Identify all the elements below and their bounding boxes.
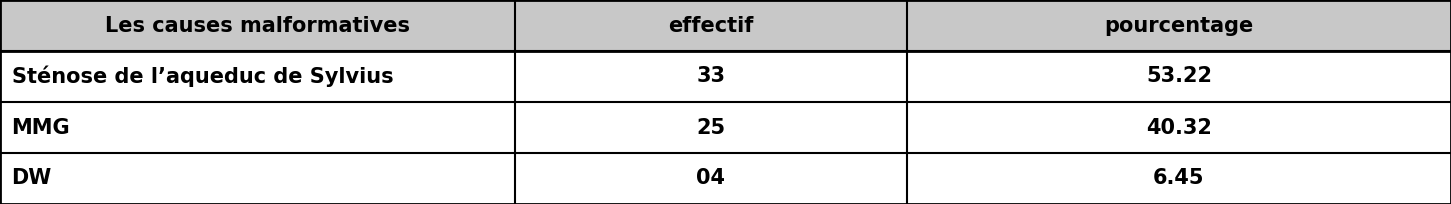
Text: 40.32: 40.32 — [1146, 118, 1212, 137]
Text: pourcentage: pourcentage — [1104, 16, 1254, 35]
Text: Sténose de l’aqueduc de Sylvius: Sténose de l’aqueduc de Sylvius — [12, 66, 393, 87]
Text: effectif: effectif — [669, 16, 753, 35]
Bar — [515, 153, 907, 204]
Bar — [0, 51, 515, 102]
Bar — [907, 51, 1451, 102]
Bar — [907, 102, 1451, 153]
Text: DW: DW — [12, 169, 52, 188]
Text: 6.45: 6.45 — [1154, 169, 1204, 188]
Text: 53.22: 53.22 — [1146, 67, 1212, 86]
Text: 25: 25 — [696, 118, 726, 137]
Text: Les causes malformatives: Les causes malformatives — [104, 16, 411, 35]
Bar — [0, 0, 515, 51]
Bar — [0, 153, 515, 204]
Bar — [0, 102, 515, 153]
Text: 33: 33 — [696, 67, 726, 86]
Bar — [907, 0, 1451, 51]
Text: 04: 04 — [696, 169, 726, 188]
Text: MMG: MMG — [12, 118, 70, 137]
Bar — [907, 153, 1451, 204]
Bar — [515, 51, 907, 102]
Bar — [515, 102, 907, 153]
Bar — [515, 0, 907, 51]
